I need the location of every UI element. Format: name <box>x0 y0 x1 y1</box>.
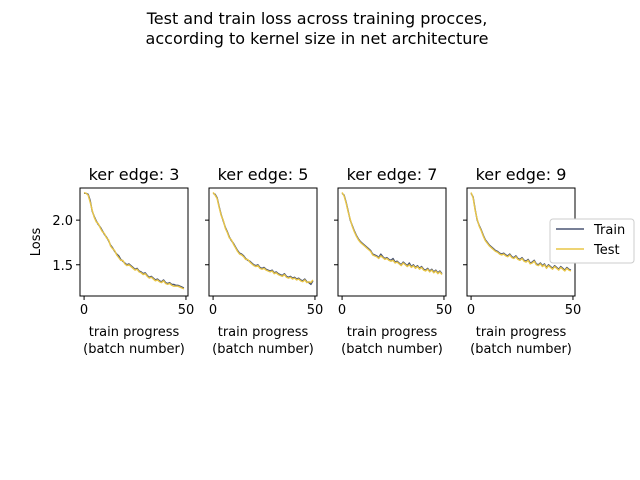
x-axis-label-line2: (batch number) <box>83 342 185 357</box>
x-axis-label-line2: (batch number) <box>470 342 572 357</box>
legend-frame <box>549 218 635 264</box>
plot-frame <box>337 187 447 297</box>
subplot-3: ker edge: 7 0 50 train progress (batch numbe… <box>334 165 452 357</box>
series-line-test <box>212 192 314 284</box>
subplot-4: ker edge: 9 0 50 train progress (batch numbe… <box>463 165 581 357</box>
x-tick-label: 0 <box>209 303 217 318</box>
x-tick-label: 50 <box>178 303 195 318</box>
x-tick-label: 0 <box>338 303 346 318</box>
series-line-test <box>470 192 572 272</box>
subplot-1: ker edge: 3 0 50 2.0 1.5 train progress (batch… <box>29 165 194 357</box>
x-axis-label-line2: (batch number) <box>212 342 314 357</box>
subplot-2: ker edge: 5 0 50 train progress (batch numbe… <box>205 165 323 357</box>
x-axis-label-line1: train progress <box>218 325 309 340</box>
legend: Train Test <box>549 218 635 264</box>
legend-test-label: Test <box>593 243 620 258</box>
x-axis-label-line2: (batch number) <box>341 342 443 357</box>
y-tick-label: 1.5 <box>52 259 73 274</box>
plot-frame <box>79 187 189 297</box>
subplot-title: ker edge: 9 <box>476 165 567 184</box>
x-tick-label: 50 <box>307 303 324 318</box>
x-axis-label-line1: train progress <box>347 325 438 340</box>
x-axis-label-line1: train progress <box>476 325 567 340</box>
subplot-title: ker edge: 7 <box>347 165 438 184</box>
x-tick-label: 0 <box>467 303 475 318</box>
legend-train-label: Train <box>593 223 625 238</box>
figure-title-line1: Test and train loss across training proc… <box>146 9 488 28</box>
subplot-title: ker edge: 5 <box>218 165 309 184</box>
series-line-test <box>341 192 443 276</box>
x-tick-label: 50 <box>436 303 453 318</box>
y-tick-label: 2.0 <box>52 214 73 229</box>
x-axis-label-line1: train progress <box>89 325 180 340</box>
subplot-title: ker edge: 3 <box>89 165 180 184</box>
figure-title-line2: according to kernel size in net architec… <box>146 29 489 48</box>
series-line-test <box>83 191 185 290</box>
x-tick-label: 50 <box>565 303 582 318</box>
plot-frame <box>208 187 318 297</box>
y-axis-label: Loss <box>29 228 44 257</box>
subplot-grid: ker edge: 3 0 50 2.0 1.5 train progress (batch… <box>29 165 581 357</box>
x-tick-label: 0 <box>80 303 88 318</box>
